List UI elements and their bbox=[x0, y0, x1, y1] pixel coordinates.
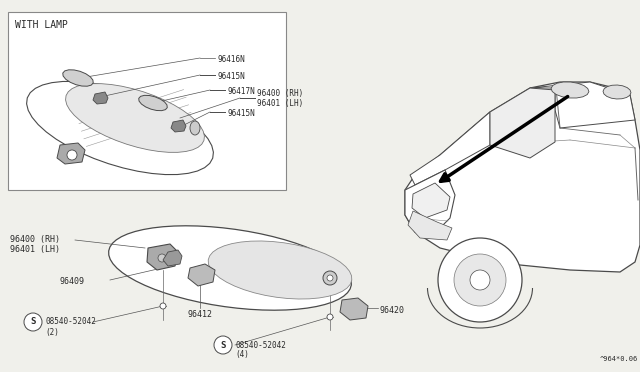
Polygon shape bbox=[109, 226, 351, 310]
Polygon shape bbox=[340, 298, 368, 320]
Polygon shape bbox=[412, 183, 450, 218]
Polygon shape bbox=[410, 112, 490, 185]
Polygon shape bbox=[188, 264, 215, 286]
Text: 08540-52042: 08540-52042 bbox=[235, 340, 286, 350]
Text: 96401 (LH): 96401 (LH) bbox=[10, 245, 60, 254]
Circle shape bbox=[160, 303, 166, 309]
Polygon shape bbox=[405, 82, 640, 272]
Circle shape bbox=[454, 254, 506, 306]
Polygon shape bbox=[147, 244, 178, 270]
Polygon shape bbox=[139, 95, 167, 110]
Circle shape bbox=[438, 238, 522, 322]
Text: ^964*0.06: ^964*0.06 bbox=[600, 356, 638, 362]
Text: WITH LAMP: WITH LAMP bbox=[15, 20, 68, 30]
Ellipse shape bbox=[190, 121, 200, 135]
Circle shape bbox=[24, 313, 42, 331]
Circle shape bbox=[470, 270, 490, 290]
Polygon shape bbox=[405, 170, 455, 232]
Text: 96420: 96420 bbox=[380, 306, 405, 315]
Text: S: S bbox=[220, 340, 226, 350]
Polygon shape bbox=[603, 85, 631, 99]
Circle shape bbox=[327, 314, 333, 320]
Polygon shape bbox=[208, 241, 352, 299]
Polygon shape bbox=[490, 88, 555, 158]
Polygon shape bbox=[551, 82, 589, 98]
Polygon shape bbox=[163, 250, 182, 266]
Polygon shape bbox=[530, 82, 635, 128]
Circle shape bbox=[214, 336, 232, 354]
Polygon shape bbox=[63, 70, 93, 86]
Text: 96417N: 96417N bbox=[227, 87, 255, 96]
Polygon shape bbox=[57, 143, 85, 164]
Circle shape bbox=[323, 271, 337, 285]
Polygon shape bbox=[27, 81, 213, 174]
Polygon shape bbox=[65, 84, 204, 153]
Text: 08540-52042: 08540-52042 bbox=[45, 317, 96, 327]
Text: 96400 (RH): 96400 (RH) bbox=[257, 89, 303, 98]
Text: (2): (2) bbox=[45, 327, 59, 337]
Text: 96400 (RH): 96400 (RH) bbox=[10, 235, 60, 244]
Circle shape bbox=[67, 150, 77, 160]
Circle shape bbox=[158, 254, 166, 262]
Text: 96416N: 96416N bbox=[217, 55, 244, 64]
Text: 96412: 96412 bbox=[188, 310, 213, 319]
Polygon shape bbox=[93, 92, 108, 104]
Polygon shape bbox=[408, 211, 452, 240]
Text: 96415N: 96415N bbox=[227, 109, 255, 118]
Polygon shape bbox=[171, 120, 186, 132]
Circle shape bbox=[327, 275, 333, 281]
Bar bbox=[8, 12, 286, 190]
Text: 96401 (LH): 96401 (LH) bbox=[257, 99, 303, 108]
Text: (4): (4) bbox=[235, 350, 249, 359]
Text: S: S bbox=[30, 317, 36, 327]
Text: 96415N: 96415N bbox=[217, 72, 244, 81]
Text: 96409: 96409 bbox=[60, 277, 85, 286]
